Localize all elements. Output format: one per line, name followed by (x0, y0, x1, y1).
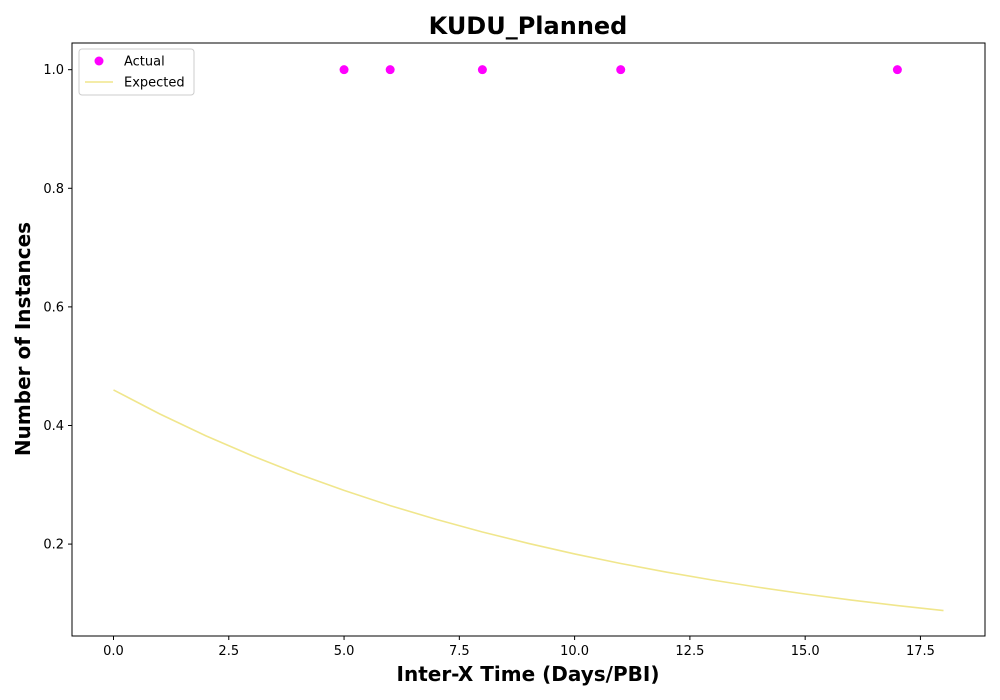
x-tick-label: 2.5 (218, 644, 239, 659)
x-tick-label: 10.0 (560, 644, 589, 659)
scatter-point-actual (385, 65, 395, 75)
y-tick-label: 1.0 (43, 63, 64, 78)
series-line-expected (113, 389, 944, 612)
y-tick-label: 0.4 (43, 419, 64, 434)
y-tick-label: 0.6 (43, 300, 64, 315)
x-tick-label: 7.5 (449, 644, 470, 659)
x-tick-label: 12.5 (675, 644, 704, 659)
chart-title: KUDU_Planned (429, 12, 628, 40)
legend-label-expected: Expected (124, 76, 185, 91)
y-axis-label: Number of Instances (11, 222, 35, 456)
x-tick-label: 0.0 (103, 644, 124, 659)
x-tick-label: 15.0 (791, 644, 820, 659)
legend-box (78, 48, 195, 96)
legend: Actual Expected (78, 48, 195, 96)
scatter-point-actual (616, 65, 626, 75)
scatter-point-actual (892, 65, 902, 75)
y-tick-label: 0.8 (43, 182, 64, 197)
x-tick-label: 5.0 (334, 644, 355, 659)
legend-label-actual: Actual (124, 55, 165, 70)
scatter-point-actual (477, 65, 487, 75)
axes-frame (71, 42, 986, 637)
legend-marker-actual (94, 56, 104, 66)
x-axis-label: Inter-X Time (Days/PBI) (397, 662, 660, 686)
plot-area: 0.0 2.5 5.0 7.5 10.0 12.5 15.0 17.5 0.2 0.4 0.6 0.8… (43, 42, 986, 659)
y-tick-label: 0.2 (43, 538, 64, 553)
x-tick-label: 17.5 (906, 644, 935, 659)
scatter-point-actual (339, 65, 349, 75)
